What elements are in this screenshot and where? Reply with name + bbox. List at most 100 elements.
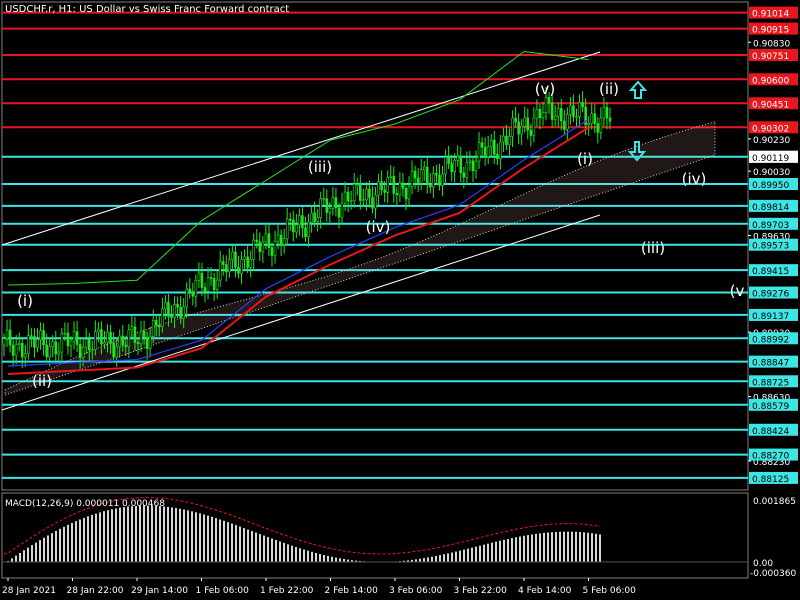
candle-body: [2, 338, 6, 346]
current-price-tag: [749, 150, 798, 163]
candle-body: [194, 280, 198, 297]
candle-body: [170, 316, 173, 319]
candle-body: [419, 169, 423, 184]
candle-body: [392, 175, 396, 194]
x-tick-label: 1 Feb 22:00: [260, 586, 314, 596]
candle-body: [352, 183, 356, 202]
resistance-level-label: 0.90600: [752, 76, 789, 86]
candle-body: [365, 188, 368, 201]
wave-label: (v: [730, 282, 745, 300]
resistance-level-tag: [749, 22, 798, 35]
candle-body: [553, 115, 557, 120]
candle-body: [316, 217, 319, 222]
candle-body: [51, 341, 55, 347]
candle-body: [556, 108, 560, 117]
candle-body: [608, 117, 612, 122]
candle-body: [291, 219, 295, 233]
candle-body: [182, 306, 185, 319]
candle-body: [517, 121, 520, 135]
candle-body: [477, 142, 481, 162]
candle-body: [596, 123, 600, 133]
candle-body: [276, 234, 280, 242]
candle-body: [81, 346, 85, 358]
wave-label: (i): [17, 292, 33, 310]
candle-body: [103, 341, 106, 345]
support-level-tag: [749, 264, 798, 277]
candle-body: [502, 135, 505, 143]
candle-body: [441, 173, 444, 186]
support-level-tag: [749, 177, 798, 190]
candle-body: [523, 117, 527, 127]
candle-body: [343, 191, 347, 204]
candle-body: [270, 247, 274, 256]
support-level-label: 0.88992: [752, 335, 789, 345]
y-tick-label: 0.88230: [753, 458, 790, 468]
candle-body: [602, 106, 606, 119]
x-tick-label: 3 Feb 22:00: [454, 586, 508, 596]
candle-body: [319, 198, 323, 218]
candle-body: [358, 183, 362, 201]
candle-body: [30, 335, 33, 337]
support-level-tag: [749, 332, 798, 345]
candle-body: [547, 97, 551, 104]
candle-body: [231, 251, 234, 260]
y-tick-label: 0.90230: [753, 136, 790, 146]
candle-body: [447, 156, 450, 164]
support-level-tag: [749, 423, 798, 436]
candle-body: [112, 342, 115, 358]
candle-body: [313, 212, 316, 222]
candle-body: [75, 331, 79, 345]
resistance-level-tag: [749, 121, 798, 134]
candle-body: [258, 241, 262, 252]
candle-body: [605, 106, 609, 119]
candle-body: [234, 251, 237, 268]
candle-body: [66, 332, 70, 347]
support-level-label: 0.89814: [752, 203, 789, 213]
candle-body: [60, 333, 64, 353]
candle-body: [389, 175, 393, 178]
candle-body: [288, 218, 292, 221]
candle-body: [599, 117, 603, 133]
candle-body: [36, 339, 39, 348]
support-level-tag: [749, 238, 798, 251]
candle-body: [164, 302, 167, 310]
candle-body: [496, 154, 499, 160]
candle-body: [407, 186, 411, 200]
candle-body: [569, 105, 572, 115]
macd-signal-line: [3, 497, 601, 555]
candle-body: [228, 259, 231, 273]
candle-body: [20, 343, 24, 358]
candle-body: [285, 218, 289, 239]
candle-body: [581, 102, 584, 108]
macd-axis-label: -0.000360: [750, 569, 796, 579]
x-tick-label: 5 Feb 06:00: [583, 586, 637, 596]
candle-body: [45, 344, 48, 358]
candle-body: [42, 330, 45, 346]
support-level-tag: [749, 398, 798, 411]
candle-body: [593, 113, 597, 124]
candle-body: [133, 326, 137, 343]
y-tick-label: 0.89630: [753, 233, 790, 243]
current-price-label: 0.90119: [752, 154, 789, 164]
resistance-level-tag: [749, 48, 798, 61]
candle-body: [267, 233, 271, 248]
candle-body: [331, 197, 335, 209]
support-level-tag: [749, 286, 798, 299]
candle-body: [298, 215, 301, 226]
support-level-label: 0.88125: [752, 475, 789, 485]
candle-body: [255, 239, 259, 243]
candle-body: [279, 234, 283, 246]
candle-body: [145, 336, 149, 349]
candle-body: [429, 183, 432, 188]
candle-body: [468, 160, 472, 163]
candle-body: [209, 277, 213, 279]
candle-body: [444, 156, 447, 175]
support-level-label: 0.89415: [752, 267, 789, 277]
candle-body: [587, 123, 590, 126]
candle-body: [225, 264, 228, 273]
candle-body: [121, 335, 125, 346]
candle-body: [386, 177, 389, 193]
candle-body: [340, 202, 344, 218]
candle-body: [218, 261, 222, 281]
support-level-label: 0.89703: [752, 221, 789, 231]
